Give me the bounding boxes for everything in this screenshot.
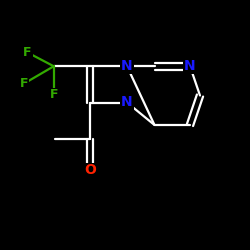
Text: N: N — [184, 59, 196, 73]
Text: O: O — [84, 164, 96, 177]
Text: F: F — [23, 46, 32, 59]
Text: N: N — [121, 59, 133, 73]
Text: F: F — [50, 88, 58, 102]
Text: F: F — [20, 77, 28, 90]
Text: N: N — [121, 96, 133, 110]
